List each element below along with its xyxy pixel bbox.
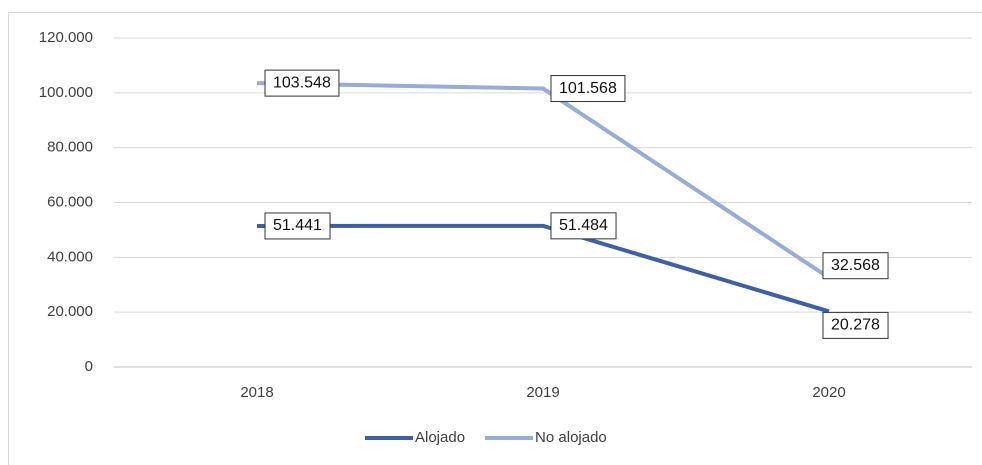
x-tick-label: 2020 [812,384,845,401]
y-tick-label: 20.000 [47,303,93,320]
data-label-box [264,212,331,240]
y-tick-label: 60.000 [47,193,93,210]
y-tick-label: 0 [85,358,93,375]
series-line [256,223,830,314]
data-label-text: 101.568 [559,80,617,97]
series-line [256,81,831,280]
data-label-text: 20.278 [831,317,880,334]
x-tick-label: 2018 [240,384,273,401]
data-label-box [550,75,626,103]
legend-label: Alojado [415,429,465,446]
data-label-box [822,252,889,280]
y-tick-label: 100.000 [39,84,93,101]
data-label-text: 51.484 [559,217,608,234]
data-label-text: 103.548 [273,74,331,91]
data-label: 51.484 [550,212,617,240]
data-label: 32.568 [822,252,889,280]
data-label: 103.548 [264,69,340,97]
data-label-box [822,311,889,339]
chart-border [8,12,982,465]
data-label-text: 32.568 [831,257,880,274]
y-tick-label: 80.000 [47,139,93,156]
y-tick-label: 40.000 [47,248,93,265]
x-tick-label: 2019 [526,384,559,401]
data-label-text: 51.441 [273,217,322,234]
legend-label: No alojado [535,429,607,446]
data-label: 101.568 [550,75,626,103]
data-label: 20.278 [822,311,889,339]
data-label-box [550,212,617,240]
data-label: 51.441 [264,212,331,240]
data-label-box [264,69,340,97]
y-tick-label: 120.000 [39,29,93,46]
